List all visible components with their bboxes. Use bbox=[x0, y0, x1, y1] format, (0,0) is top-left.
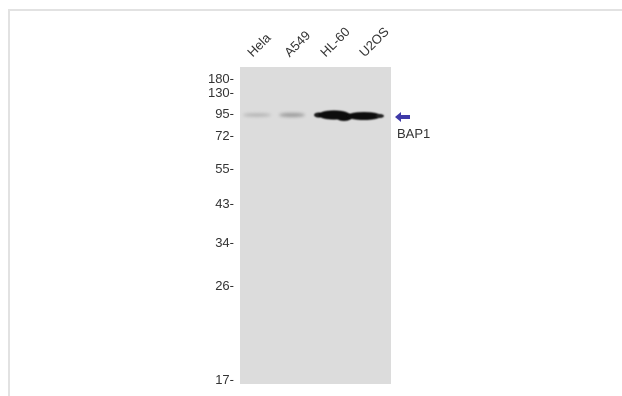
band-hela bbox=[243, 113, 271, 117]
marker-55: 55- bbox=[215, 161, 234, 176]
blot-bands bbox=[243, 110, 384, 121]
band-hl60 bbox=[314, 110, 352, 121]
marker-95: 95- bbox=[215, 106, 234, 121]
target-protein-label: BAP1 bbox=[397, 126, 431, 141]
band-a549 bbox=[279, 113, 305, 117]
lane-label-u2os: U2OS bbox=[356, 24, 392, 60]
marker-180: 180- bbox=[207, 71, 234, 86]
marker-34: 34- bbox=[215, 235, 234, 250]
lane-label-hela: Hela bbox=[244, 30, 274, 60]
marker-17: 17- bbox=[215, 372, 234, 387]
marker-130: 130- bbox=[207, 85, 234, 100]
marker-43: 43- bbox=[215, 196, 234, 211]
left-arrow-icon bbox=[395, 112, 410, 122]
lane-label-a549: A549 bbox=[281, 27, 314, 60]
marker-72: 72- bbox=[215, 128, 234, 143]
band-u2os bbox=[347, 112, 384, 120]
frame-top-border bbox=[8, 9, 622, 11]
frame-left-border bbox=[8, 9, 10, 396]
marker-26: 26- bbox=[215, 278, 234, 293]
lane-label-hl60: HL-60 bbox=[317, 24, 353, 60]
